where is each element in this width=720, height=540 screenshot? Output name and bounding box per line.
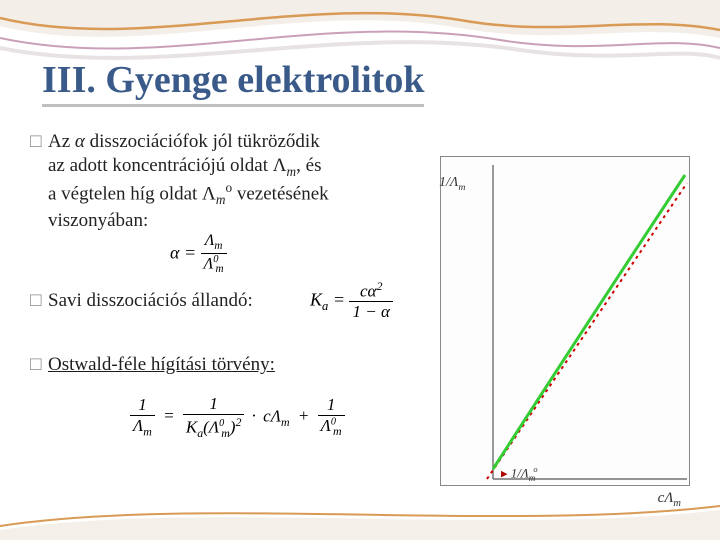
bottom-wave-decoration	[0, 480, 720, 540]
fo-f1dA: Λ	[133, 416, 143, 435]
p1-alpha: α	[75, 131, 85, 152]
p1-l4: viszonyában:	[48, 210, 148, 231]
fo-plus: +	[294, 406, 313, 425]
fo-f2dk: K	[186, 417, 197, 436]
fk-sup: 2	[376, 279, 382, 293]
p2-text: Savi disszociációs állandó:	[48, 290, 460, 312]
fo-cA: cΛ	[263, 406, 281, 425]
chart-x-label: cΛm	[658, 490, 681, 509]
p1-l2-m: m	[287, 164, 297, 179]
fa-den-sub: m	[215, 263, 223, 275]
fo-dot: ·	[249, 406, 259, 425]
formula-alpha-lhs: α =	[170, 242, 196, 262]
fo-f3dA: Λ	[321, 416, 331, 435]
fo-f3n: 1	[318, 396, 345, 416]
p1-l2-post: , és	[296, 155, 321, 176]
paragraph-2: □ Savi disszociációs állandó:	[30, 290, 460, 316]
fa-num-sub: m	[214, 240, 222, 252]
paragraph-3: □ Ostwald-féle hígítási törvény:	[30, 354, 460, 380]
fk-den: 1 − α	[349, 302, 392, 322]
fo-f2pout: 2	[235, 415, 241, 429]
fk-eq: =	[328, 290, 345, 310]
fo-f2pA: Λ	[209, 417, 219, 436]
ostwald-chart: 1/Λm ▸ 1/Λmo cΛm	[440, 156, 690, 486]
fo-f1ds: m	[143, 424, 152, 438]
paragraph-1: □ Az α disszociációfok jól tükröződik az…	[30, 130, 440, 237]
fk-c: c	[360, 282, 368, 301]
formula-ostwald: 1 Λm = 1 Ka(Λ0m)2 · cΛm + 1 Λ0m	[130, 395, 345, 440]
p1-l1-post: disszociációfok jól tükröződik	[85, 131, 320, 152]
fo-f3dsub: m	[333, 424, 342, 438]
bullet-box-icon: □	[30, 130, 46, 233]
p1-l3-post: vezetésének	[232, 183, 329, 204]
fo-eq1: =	[159, 406, 178, 425]
fk-k: K	[310, 290, 322, 310]
fo-f2n: 1	[183, 395, 245, 415]
fo-f2ds: a	[197, 426, 203, 440]
fa-den: Λ	[204, 255, 214, 272]
p1-l2-pre: az adott koncentrációjú oldat Λ	[48, 155, 287, 176]
chart-intercept-label: ▸ 1/Λmo	[501, 464, 538, 483]
formula-alpha: α = Λm Λ0m	[170, 232, 227, 276]
dashed-red-line	[487, 183, 687, 479]
slide-title: III. Gyenge elektrolitok	[42, 58, 424, 107]
fo-f2psub: m	[221, 426, 230, 440]
p1-l3-pre: a végtelen híg oldat Λ	[48, 183, 216, 204]
green-curve	[493, 175, 685, 469]
chart-y-label: 1/Λm	[439, 175, 465, 193]
fo-cAsub: m	[281, 415, 290, 429]
formula-ka: Ka = cα2 1 − α	[310, 280, 393, 323]
bullet-box-icon-3: □	[30, 354, 46, 376]
p1-l3-m: m	[216, 192, 226, 207]
p3-text: Ostwald-féle hígítási törvény:	[48, 354, 460, 376]
chart-svg	[441, 157, 691, 487]
fo-f1n: 1	[130, 396, 155, 416]
p1-l1-pre: Az	[48, 131, 75, 152]
fa-num: Λ	[205, 232, 215, 249]
bullet-box-icon-2: □	[30, 290, 46, 312]
